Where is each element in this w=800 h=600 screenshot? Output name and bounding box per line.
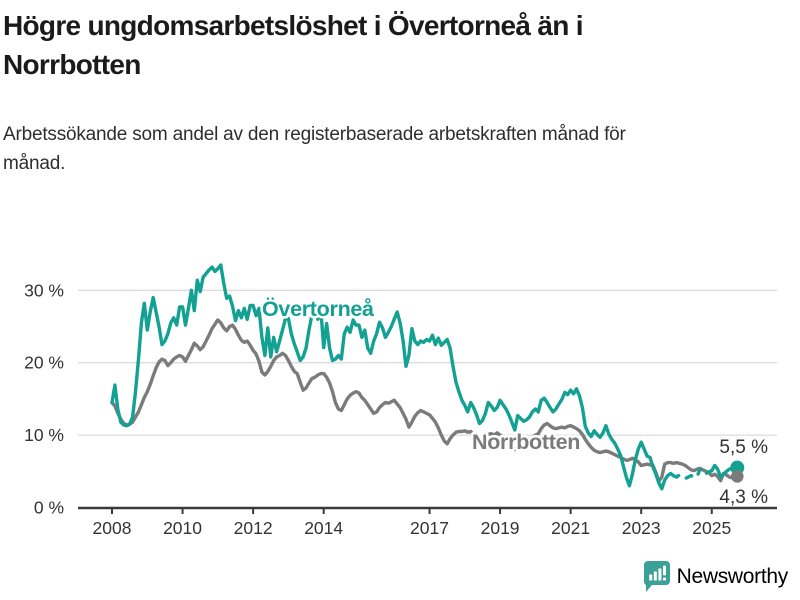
- chart-title: Högre ungdomsarbetslöshet i Övertorneå ä…: [3, 10, 584, 80]
- overtornea-line-provisional: [671, 467, 714, 481]
- y-tick-label: 30 %: [24, 280, 64, 300]
- series-end-dot: [730, 470, 744, 483]
- x-tick-label: 2010: [163, 518, 202, 538]
- x-tick-label: 2012: [234, 518, 273, 538]
- norrbotten-line: [110, 318, 737, 484]
- y-tick-label: 0 %: [34, 498, 64, 518]
- x-tick-label: 2023: [622, 518, 661, 538]
- x-tick-label: 2017: [410, 518, 449, 538]
- series-label: Norrbotten: [472, 430, 580, 454]
- chart-header: Högre ungdomsarbetslöshet i Övertorneå ä…: [3, 6, 773, 178]
- y-tick-label: 10 %: [24, 425, 64, 445]
- x-tick-label: 2014: [304, 518, 343, 538]
- newsworthy-logo-icon: [643, 561, 670, 592]
- x-tick-label: 2019: [481, 518, 520, 538]
- end-value-label: 5,5 %: [719, 437, 768, 458]
- overtornea-line: [110, 263, 676, 491]
- end-value-label: 4,3 %: [719, 487, 768, 508]
- y-tick-label: 20 %: [24, 353, 64, 373]
- x-tick-label: 2021: [551, 518, 590, 538]
- x-tick-label: 2025: [692, 518, 731, 538]
- chart-subtitle: Arbetssökande som andel av den registerb…: [3, 124, 626, 174]
- newsworthy-logo: Newsworthy: [643, 561, 789, 592]
- x-tick-label: 2008: [93, 518, 132, 538]
- series-label: Övertorneå: [262, 296, 375, 321]
- newsworthy-logo-text: Newsworthy: [676, 564, 789, 588]
